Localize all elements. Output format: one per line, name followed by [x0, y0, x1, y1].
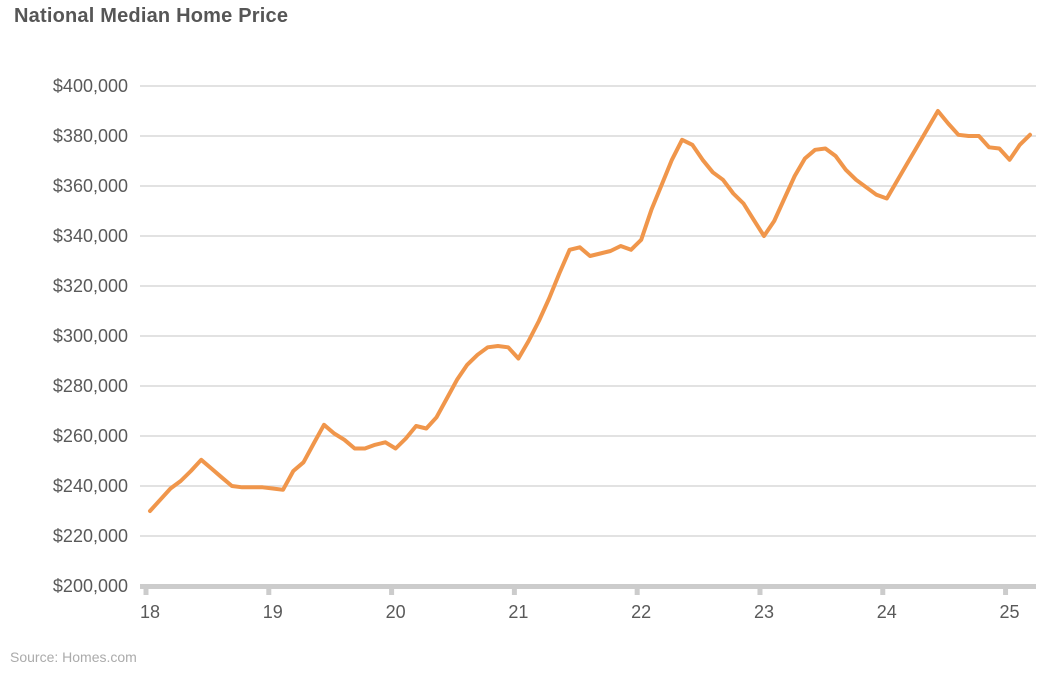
y-axis-label: $360,000 — [52, 176, 128, 196]
x-axis-tick — [143, 589, 149, 595]
source-caption: Source: Homes.com — [10, 649, 137, 665]
x-axis-tick — [389, 589, 395, 595]
x-axis-label: 21 — [508, 602, 529, 622]
y-axis-label: $260,000 — [52, 426, 128, 446]
x-axis-label: 25 — [999, 602, 1020, 622]
x-axis-tick — [266, 589, 272, 595]
y-axis-label: $380,000 — [52, 126, 128, 146]
chart-title: National Median Home Price — [14, 5, 289, 27]
y-axis-label: $200,000 — [52, 576, 128, 596]
y-axis-label: $320,000 — [52, 276, 128, 296]
x-axis-line — [140, 584, 1036, 589]
x-axis-tick — [1003, 589, 1009, 595]
x-axis-tick — [634, 589, 640, 595]
x-axis-tick — [880, 589, 886, 595]
x-axis-label: 20 — [385, 602, 406, 622]
y-axis-label: $280,000 — [52, 376, 128, 396]
x-axis-label: 19 — [262, 602, 283, 622]
x-axis-label: 24 — [876, 602, 897, 622]
y-axis-label: $220,000 — [52, 526, 128, 546]
y-axis-label: $340,000 — [52, 226, 128, 246]
x-axis-label: 23 — [753, 602, 774, 622]
x-axis-label: 22 — [631, 602, 652, 622]
median-price-line — [148, 109, 1032, 513]
y-axis-label: $400,000 — [52, 76, 128, 96]
x-axis-label: 18 — [139, 602, 161, 622]
y-axis-label: $240,000 — [52, 476, 128, 496]
x-axis-tick — [511, 589, 517, 595]
y-axis-label: $300,000 — [52, 326, 128, 346]
x-axis-tick — [757, 589, 763, 595]
